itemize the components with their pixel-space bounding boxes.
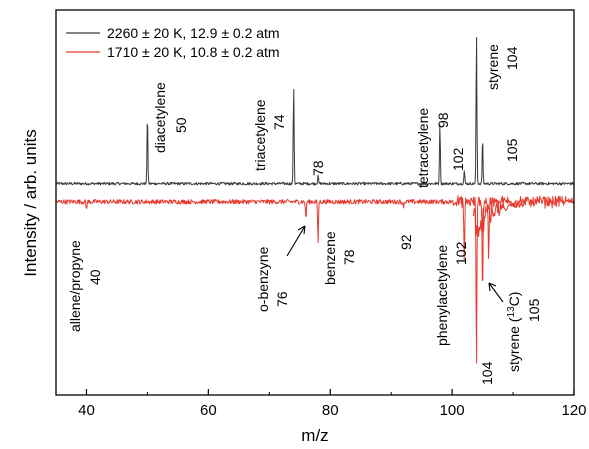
annotation-lower-92-mz: 92: [398, 234, 414, 250]
annotation-diacetylene-name: diacetylene: [152, 82, 168, 153]
annotation-diacetylene-mz: 50: [173, 117, 189, 133]
annotation-phenylacetylene-name: phenylacetylene: [434, 245, 450, 346]
annotation-styrene-name: styrene: [485, 44, 501, 90]
annotation-benzene-name: benzene: [322, 231, 338, 285]
annotation-styrene-13c-prefix: styrene (: [506, 317, 522, 372]
legend: 2260 ± 20 K, 12.9 ± 0.2 atm 1710 ± 20 K,…: [66, 25, 280, 60]
x-tick-label: 100: [440, 402, 465, 419]
annotation-triacetylene-mz: 74: [271, 114, 287, 130]
annotation-styrene-13c-sup: 13: [506, 306, 517, 318]
x-axis-title: m/z: [301, 426, 328, 445]
x-tick-label: 80: [322, 402, 339, 419]
series-line-1: [55, 37, 575, 186]
annotation-styrene-13c-name: styrene (13C): [506, 292, 522, 372]
annotation-o-benzyne-mz: 76: [274, 291, 290, 307]
x-tick-label: 40: [78, 402, 95, 419]
x-tick-label: 60: [200, 402, 217, 419]
legend-label-series-2: 1710 ± 20 K, 10.8 ± 0.2 atm: [107, 44, 280, 60]
spectrum-traces: [55, 37, 575, 364]
annotation-benzene-mz: 78: [341, 249, 357, 265]
styrene-13c-arrow: [488, 282, 504, 303]
annotation-upper-78-mz: 78: [310, 160, 326, 176]
series-2-tail: [472, 201, 526, 237]
annotation-styrene-13c-mz: 105: [526, 298, 542, 322]
annotation-upper-105-mz: 105: [504, 138, 520, 162]
annotation-lower-104-mz: 104: [479, 361, 495, 385]
x-tick-label: 120: [561, 402, 586, 419]
annotation-styrene-mz: 104: [504, 46, 520, 70]
y-axis-title: Intensity / arb. units: [21, 129, 40, 276]
annotation-upper-102-mz: 102: [450, 147, 466, 171]
annotation-allene-propyne-name: allene/propyne: [67, 240, 83, 332]
annotation-triacetylene-name: triacetylene: [252, 99, 268, 171]
annotation-o-benzyne-name: o-benzyne: [255, 246, 271, 312]
annotation-styrene-13c-suffix: C): [506, 292, 522, 307]
legend-label-series-1: 2260 ± 20 K, 12.9 ± 0.2 atm: [107, 25, 280, 41]
annotation-allene-propyne-mz: 40: [87, 269, 103, 285]
annotation-tetracetylene-mz: 98: [435, 112, 451, 128]
annotation-tetracetylene-name: tetracetylene: [415, 108, 431, 188]
o-benzyne-arrow: [286, 225, 306, 257]
series-line-2: [55, 195, 575, 364]
annotation-phenylacetylene-mz: 102: [453, 241, 469, 265]
plot-frame: [55, 9, 575, 396]
x-axis-ticks: 40 60 80 100 120: [78, 389, 587, 419]
peak-annotations: diacetylene 50 triacetylene 74 78 tetrac…: [67, 44, 542, 385]
